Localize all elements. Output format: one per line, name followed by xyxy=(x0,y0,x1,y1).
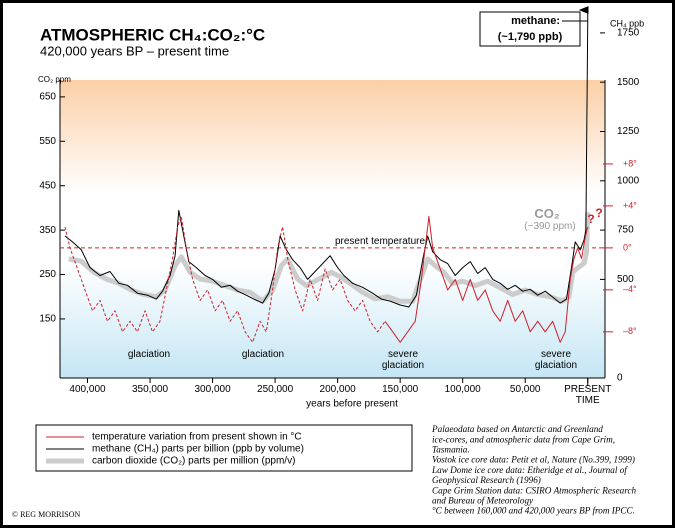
note: Law Dome ice core data: Etheridge et al.… xyxy=(431,465,628,475)
x-tick-label: 50,000 xyxy=(509,384,541,395)
legend-label: temperature variation from present shown… xyxy=(92,432,302,443)
y-tick-label: 350 xyxy=(39,225,56,236)
y-axis-label: CO₂ ppm xyxy=(38,75,71,84)
y3-tick-label: –8° xyxy=(623,326,637,336)
x-tick-label: 350,000 xyxy=(131,384,169,395)
y-tick-label: 450 xyxy=(39,180,56,191)
legend-box xyxy=(35,424,413,472)
chart-title: ATMOSPHERIC CH₄:CO₂:°C xyxy=(40,25,265,44)
methane-label: methane: xyxy=(511,15,560,27)
note: ice-cores, and atmospheric data from Cap… xyxy=(432,434,615,444)
note: Vostok ice core data: Petit et al, Natur… xyxy=(432,455,635,465)
note: Palaeodata based on Antarctic and Greenl… xyxy=(431,424,603,434)
x-tick-label: 200,000 xyxy=(319,384,356,395)
y2-tick-label: 1000 xyxy=(617,175,640,186)
y-tick-label: 150 xyxy=(39,314,56,325)
legend-label: carbon dioxide (CO₂) parts per million (… xyxy=(92,456,295,467)
x-tick-label: 100,000 xyxy=(444,384,481,395)
chart-subtitle: 420,000 years BP – present time xyxy=(40,43,229,58)
annotation: (~390 ppm) xyxy=(524,221,576,232)
annotation: ? xyxy=(587,212,595,226)
annotation: glaciation xyxy=(127,349,171,360)
methane-label-box xyxy=(479,11,581,47)
annotation: ? xyxy=(595,206,603,220)
copyright: © REG MORRISON xyxy=(12,510,81,519)
y2-tick-label: 0 xyxy=(617,373,623,384)
y3-tick-label: +8° xyxy=(623,158,637,168)
annotation: CO₂ xyxy=(534,206,560,221)
y2-tick-label: 1250 xyxy=(617,126,640,137)
x-tick-label: PRESENT TIME xyxy=(564,384,612,406)
series-line xyxy=(64,215,386,343)
annotation: glaciation xyxy=(241,349,285,360)
legend-label: methane (CH₄) parts per billion (ppb by … xyxy=(92,444,304,455)
y-tick-label: 550 xyxy=(39,136,56,147)
methane-label: (~1,790 ppb) xyxy=(498,31,563,43)
annotation: severe glaciation xyxy=(534,349,578,371)
y-tick-label: 250 xyxy=(39,269,56,280)
y2-tick-label: 750 xyxy=(617,225,634,236)
x-tick-label: 300,000 xyxy=(194,384,231,395)
y3-tick-label: 0° xyxy=(623,242,632,252)
y2-axis-label: CH₄ ppb xyxy=(610,18,644,28)
y-tick-label: 650 xyxy=(39,92,56,103)
y3-tick-label: +4° xyxy=(623,200,637,210)
y2-tick-label: 500 xyxy=(617,274,634,285)
x-tick-label: 250,000 xyxy=(257,384,294,395)
x-tick-label: 400,000 xyxy=(69,384,106,395)
note: Tasmania. xyxy=(432,445,470,455)
series-line xyxy=(64,24,589,308)
note: Cape Grim Station data: CSIRO Atmospheri… xyxy=(432,485,637,495)
note: and Bureau of Meteorology xyxy=(432,496,534,506)
x-tick-label: 150,000 xyxy=(382,384,419,395)
y2-tick-label: 1750 xyxy=(617,28,640,39)
y2-tick-label: 1500 xyxy=(617,77,640,88)
annotation: present temperature xyxy=(334,235,426,247)
note: Geophysical Research (1996) xyxy=(432,475,541,485)
note: °C between 160,000 and 420,000 years BP … xyxy=(432,506,635,516)
x-axis-label: years before present xyxy=(306,399,398,410)
series-line xyxy=(68,212,591,304)
y3-tick-label: –4° xyxy=(623,284,637,294)
series-line xyxy=(384,215,589,343)
annotation: severe glaciation xyxy=(381,349,425,371)
